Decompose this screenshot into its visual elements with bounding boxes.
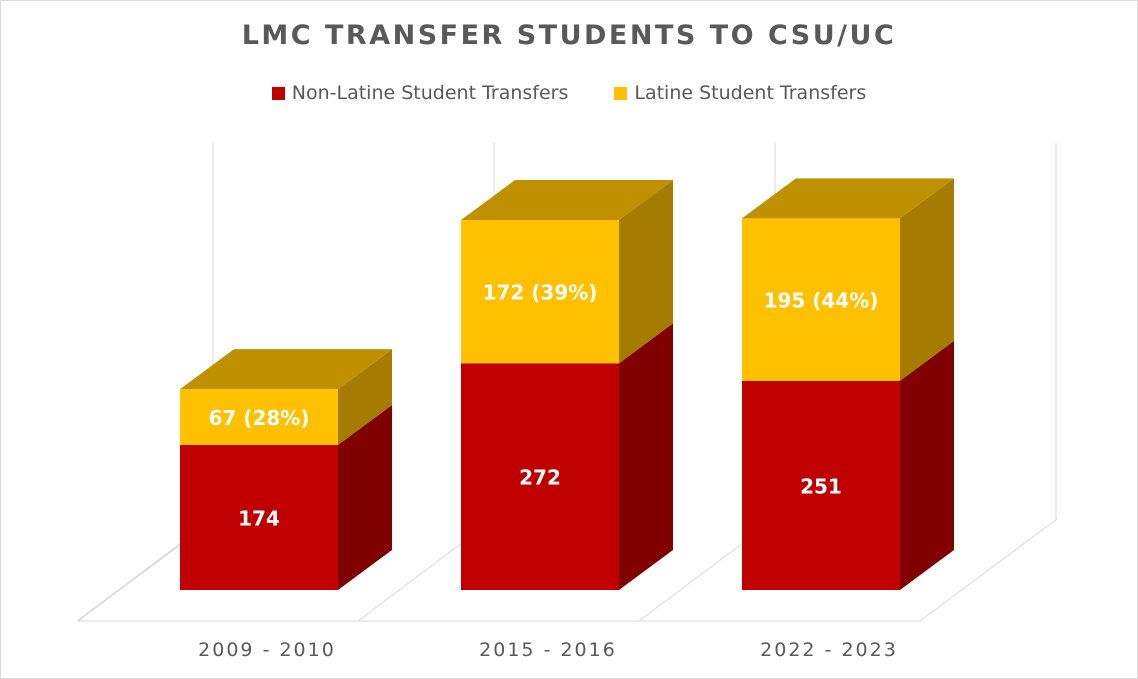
data-label-non-latine: 272 <box>519 466 561 490</box>
bar-side-non-latine <box>900 340 954 590</box>
bar-non-latine <box>180 445 338 590</box>
bar-non-latine <box>461 363 619 590</box>
bar-latine <box>180 389 338 445</box>
x-tick-label: 2022 - 2023 <box>760 639 898 661</box>
legend-swatch-latine <box>614 86 628 100</box>
legend-label-non-latine: Non-Latine Student Transfers <box>291 82 569 104</box>
data-label-latine: 172 (39%) <box>483 281 598 305</box>
bar-latine <box>461 220 619 364</box>
legend-item-non-latine: Non-Latine Student Transfers <box>271 82 569 104</box>
legend-swatch-non-latine <box>271 86 285 100</box>
data-label-non-latine: 174 <box>238 507 280 531</box>
data-label-latine: 67 (28%) <box>209 406 310 430</box>
bar-latine <box>742 218 900 381</box>
bar-non-latine <box>742 380 900 590</box>
bar-top-face <box>180 349 392 390</box>
legend-item-latine: Latine Student Transfers <box>614 82 866 104</box>
bar-top-face <box>742 178 954 219</box>
x-tick-label: 2015 - 2016 <box>479 639 617 661</box>
chart-title: LMC TRANSFER STUDENTS TO CSU/UC <box>241 20 897 51</box>
chart-legend: Non-Latine Student Transfers Latine Stud… <box>0 82 1138 104</box>
bar-side-non-latine <box>338 405 392 590</box>
data-label-non-latine: 251 <box>800 474 842 498</box>
floor-edge-right <box>919 518 1058 622</box>
bar-side-latine <box>619 180 673 364</box>
x-tick-label: 2009 - 2010 <box>198 639 336 661</box>
data-label-latine: 195 (44%) <box>764 289 879 313</box>
legend-label-latine: Latine Student Transfers <box>634 82 867 104</box>
bar-top-face <box>461 180 673 220</box>
bar-side-latine <box>900 178 954 381</box>
bar-side-non-latine <box>619 323 673 590</box>
bar-side-latine <box>338 349 392 445</box>
